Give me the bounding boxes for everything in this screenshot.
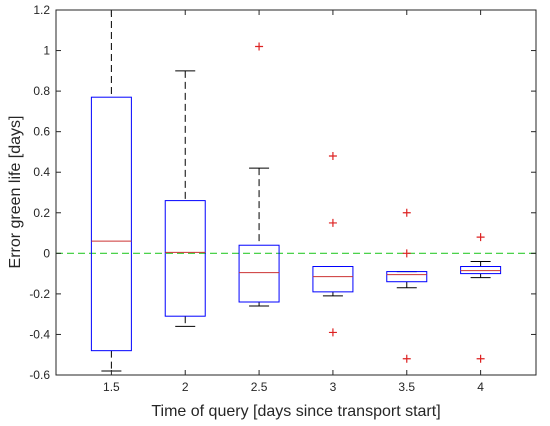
- box-iqr: [164, 200, 206, 317]
- x-tick-label: 2: [182, 380, 189, 394]
- x-tick-label: 3: [330, 380, 337, 394]
- outlier-marker: [328, 152, 337, 160]
- y-tick-label: 0.2: [33, 206, 50, 220]
- y-tick-label: -0.6: [29, 368, 50, 382]
- outlier-marker: [402, 249, 411, 258]
- outlier-marker: [402, 354, 411, 363]
- y-tick-label: 0.6: [33, 125, 50, 139]
- x-axis-label: Time of query [days since transport star…: [151, 403, 440, 420]
- box-iqr: [460, 266, 502, 275]
- y-tick-label: 1.2: [33, 3, 50, 17]
- box-iqr: [90, 96, 132, 352]
- y-tick-label: 0.4: [33, 165, 50, 179]
- y-tick-label: 1: [43, 44, 50, 58]
- plot-frame: [55, 9, 537, 376]
- outlier-marker: [476, 233, 485, 242]
- y-tick-label: 0: [43, 246, 50, 260]
- box-layer: [90, 9, 502, 372]
- box-group-3: [312, 152, 354, 337]
- y-tick-label: 0.8: [33, 84, 50, 98]
- outlier-marker: [255, 42, 264, 51]
- tick-layer: -0.6 -0.4 -0.2 0 0.2 0.4 0.6 0.8 1 1.2 1.5 2 2.5 3 3.5…: [29, 3, 536, 394]
- box-group-2-5: [238, 42, 280, 307]
- box-iqr: [312, 266, 354, 293]
- plot-background: [56, 10, 536, 375]
- x-tick-label: 2.5: [251, 380, 268, 394]
- y-axis-label: Error green life [days]: [7, 116, 24, 269]
- outlier-marker: [476, 354, 485, 363]
- box-iqr: [238, 244, 280, 303]
- x-tick-label: 1.5: [103, 380, 120, 394]
- box-group-3-5: [386, 208, 428, 363]
- outlier-marker: [328, 328, 337, 337]
- x-tick-label: 3.5: [398, 380, 415, 394]
- outlier-marker: [328, 218, 337, 227]
- box-iqr: [386, 271, 428, 283]
- y-tick-label: -0.2: [29, 287, 50, 301]
- y-tick-label: -0.4: [29, 327, 50, 341]
- box-group-2: [164, 70, 206, 327]
- x-tick-label: 4: [477, 380, 484, 394]
- box-group-4: [460, 233, 502, 363]
- outlier-marker: [402, 208, 411, 217]
